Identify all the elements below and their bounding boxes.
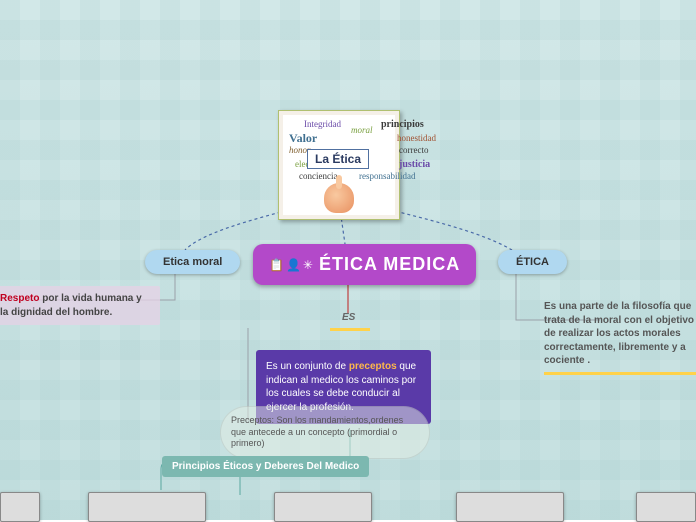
thumbnail [456, 492, 564, 522]
main-title-icons: 📋 👤 ✳ [269, 258, 313, 272]
branch-right-label: ÉTICA [516, 256, 549, 268]
thumbnail [88, 492, 206, 522]
wordcloud-word: honestidad [397, 133, 436, 143]
principios-pill: Principios Éticos y Deberes Del Medico [162, 456, 369, 477]
wordcloud-word: moral [351, 125, 373, 135]
header-center-label: La Ética [307, 149, 369, 169]
icon-star-icon: ✳ [303, 258, 313, 272]
preceptos-note: Preceptos: Son los mandamientos,ordenes … [220, 406, 430, 459]
purple-box-pre: Es un conjunto de [266, 361, 349, 372]
branch-right-pill: ÉTICA [498, 250, 567, 274]
header-concept-box: IntegridadmoralprincipiosValorhonorhones… [278, 110, 400, 220]
hand-icon [324, 183, 354, 213]
wordcloud-word: justicia [399, 159, 430, 170]
branch-left-pill: Etica moral [145, 250, 240, 274]
wordcloud-word: Integridad [304, 119, 341, 129]
icon-person-icon: 👤 [286, 258, 301, 272]
wordcloud-word: Valor [289, 131, 317, 146]
thumbnail [0, 492, 40, 522]
left-text-highlight: Respeto [0, 293, 39, 304]
wordcloud-word: responsabilidad [359, 171, 416, 181]
wordcloud-word: conciencia [299, 171, 337, 181]
icon-clipboard-icon: 📋 [269, 258, 284, 272]
branch-left-label: Etica moral [163, 256, 222, 268]
principios-pill-text: Principios Éticos y Deberes Del Medico [172, 461, 359, 472]
left-text: Respeto por la vida humana y la dignidad… [0, 286, 160, 325]
purple-box-highlight: preceptos [349, 361, 397, 372]
wordcloud-word: correcto [399, 145, 428, 155]
main-title-text: ÉTICA MEDICA [319, 254, 460, 275]
preceptos-note-text: Preceptos: Son los mandamientos,ordenes … [231, 415, 403, 448]
main-title: 📋 👤 ✳ ÉTICA MEDICA [253, 244, 476, 285]
right-text-content: Es una parte de la filosofía que trata d… [544, 301, 694, 366]
right-text: Es una parte de la filosofía que trata d… [544, 300, 696, 375]
es-label: ES [342, 312, 355, 323]
thumbnail [636, 492, 696, 522]
thumbnail [274, 492, 372, 522]
wordcloud-word: principios [381, 119, 424, 130]
